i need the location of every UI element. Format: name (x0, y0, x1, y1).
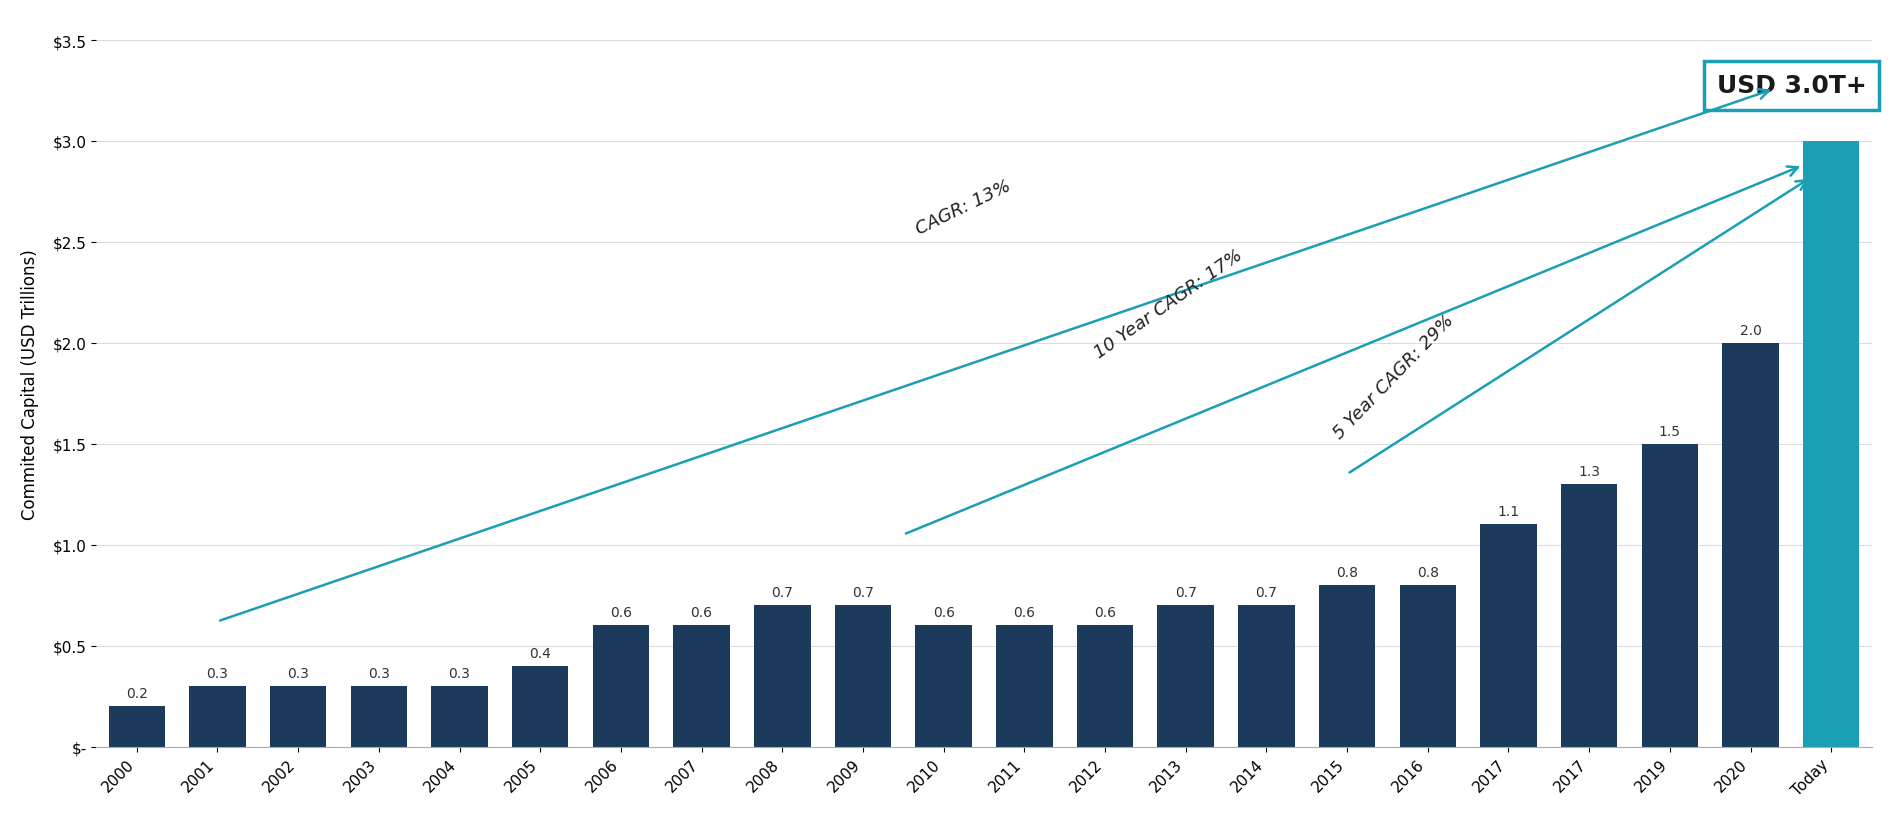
Text: CAGR: 13%: CAGR: 13% (912, 177, 1013, 238)
Text: 0.6: 0.6 (933, 605, 954, 620)
Bar (996, 626, 1053, 747)
Text: 1.1: 1.1 (1498, 505, 1519, 518)
Text: 0.6: 0.6 (690, 605, 713, 620)
Text: 0.7: 0.7 (772, 586, 793, 600)
Text: 5 Year CAGR: 29%: 5 Year CAGR: 29% (1331, 310, 1458, 441)
Bar (1722, 343, 1779, 747)
Bar (1802, 142, 1859, 747)
Text: 0.3: 0.3 (207, 666, 228, 680)
Bar (1399, 586, 1456, 747)
Bar (593, 626, 648, 747)
Bar (835, 605, 892, 747)
Bar (1319, 586, 1374, 747)
Bar (1238, 605, 1295, 747)
Text: USD 3.0T+: USD 3.0T+ (1717, 75, 1867, 98)
Text: 0.6: 0.6 (1013, 605, 1036, 620)
Bar (673, 626, 730, 747)
Bar (916, 626, 971, 747)
Text: 0.6: 0.6 (610, 605, 631, 620)
Text: 0.7: 0.7 (1175, 586, 1196, 600)
Bar (1158, 605, 1215, 747)
Bar (755, 605, 810, 747)
Text: 0.3: 0.3 (287, 666, 310, 680)
Text: 0.2: 0.2 (125, 686, 148, 700)
Bar (432, 686, 489, 747)
Bar (1481, 525, 1536, 747)
Text: 2.0: 2.0 (1739, 324, 1762, 337)
Text: 0.3: 0.3 (449, 666, 470, 680)
Bar (350, 686, 407, 747)
Bar (1076, 626, 1133, 747)
Text: 0.3: 0.3 (369, 666, 390, 680)
Text: 1.3: 1.3 (1578, 464, 1601, 478)
Text: 0.6: 0.6 (1095, 605, 1116, 620)
Y-axis label: Commited Capital (USD Trillions): Commited Capital (USD Trillions) (21, 248, 38, 519)
Text: 0.8: 0.8 (1336, 565, 1357, 579)
Text: 0.4: 0.4 (528, 646, 551, 660)
Text: 10 Year CAGR: 17%: 10 Year CAGR: 17% (1091, 246, 1245, 362)
Text: 0.7: 0.7 (852, 586, 874, 600)
Text: 0.7: 0.7 (1255, 586, 1277, 600)
Text: 1.5: 1.5 (1660, 424, 1680, 438)
Bar (270, 686, 327, 747)
Bar (1561, 485, 1618, 747)
Bar (1642, 444, 1698, 747)
Text: 0.8: 0.8 (1416, 565, 1439, 579)
Bar (108, 706, 165, 747)
Bar (511, 666, 568, 747)
Bar (190, 686, 245, 747)
